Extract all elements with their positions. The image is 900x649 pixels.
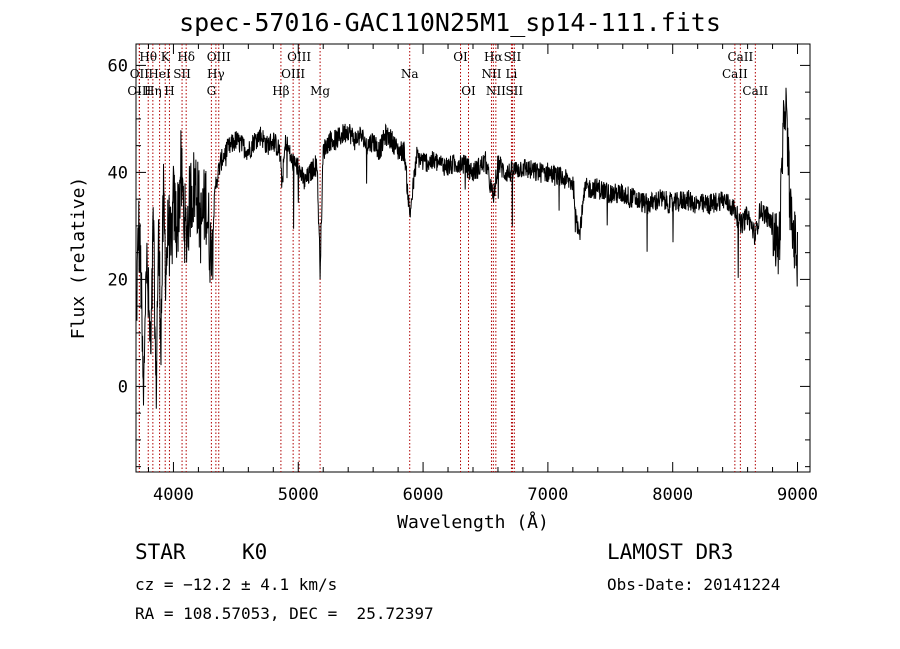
line-label: SII	[504, 50, 522, 64]
y-tick-label: 60	[108, 56, 128, 76]
survey-name: LAMOST DR3	[607, 540, 734, 564]
x-tick-label: 9000	[777, 485, 818, 505]
chart-title: spec-57016-GAC110N25M1_sp14-111.fits	[179, 8, 721, 37]
line-label: NII	[486, 84, 506, 98]
redshift-cz: cz = −12.2 ± 4.1 km/s	[135, 575, 338, 594]
line-label: OI	[461, 84, 476, 98]
line-label: K	[161, 50, 171, 64]
x-tick-label: 6000	[403, 485, 444, 505]
line-label: SII	[505, 84, 523, 98]
x-axis-label: Wavelength (Å)	[397, 511, 549, 533]
line-label: CaII	[727, 50, 753, 64]
y-tick-label: 20	[108, 270, 128, 290]
line-markers	[138, 44, 756, 472]
y-axis-label: Flux (relative)	[68, 177, 89, 340]
line-label: CaII	[722, 67, 748, 81]
line-label: Hα	[484, 50, 503, 64]
line-label: NII	[481, 67, 501, 81]
line-label: HeI	[148, 67, 171, 81]
line-label: OIII	[207, 50, 231, 64]
x-tick-label: 7000	[527, 485, 568, 505]
x-tick-label: 8000	[652, 485, 693, 505]
x-tick-label: 4000	[153, 485, 194, 505]
y-tick-label: 40	[108, 163, 128, 183]
obs-date: Obs-Date: 20141224	[607, 575, 781, 594]
line-label: Hγ	[207, 67, 225, 81]
plot-frame	[135, 43, 811, 473]
line-label: Hβ	[272, 84, 289, 98]
object-class: STAR	[135, 540, 186, 564]
axis-tick-labels: 4000 5000 6000 7000 8000 9000 0 20 40 60	[108, 56, 818, 505]
line-label: Li	[506, 67, 518, 81]
line-label: Hη	[144, 84, 162, 98]
line-label: OI	[453, 50, 468, 64]
flux-series-line	[135, 87, 798, 409]
line-label: OII	[130, 67, 150, 81]
line-label: Hθ	[139, 50, 157, 64]
line-label: H	[164, 84, 174, 98]
object-subclass: K0	[242, 540, 268, 564]
line-label: Hδ	[177, 50, 195, 64]
line-label: G	[207, 84, 217, 98]
line-label: Mg	[310, 84, 330, 98]
line-label: CaII	[742, 84, 768, 98]
line-label: OIII	[281, 67, 305, 81]
x-tick-label: 5000	[278, 485, 319, 505]
y-tick-label: 0	[118, 377, 128, 397]
line-label: OIII	[287, 50, 311, 64]
line-label: SII	[173, 67, 191, 81]
axis-ticks	[136, 44, 810, 472]
coordinates: RA = 108.57053, DEC = 25.72397	[135, 604, 434, 623]
line-label: OIII	[127, 84, 151, 98]
line-label: Na	[401, 67, 419, 81]
